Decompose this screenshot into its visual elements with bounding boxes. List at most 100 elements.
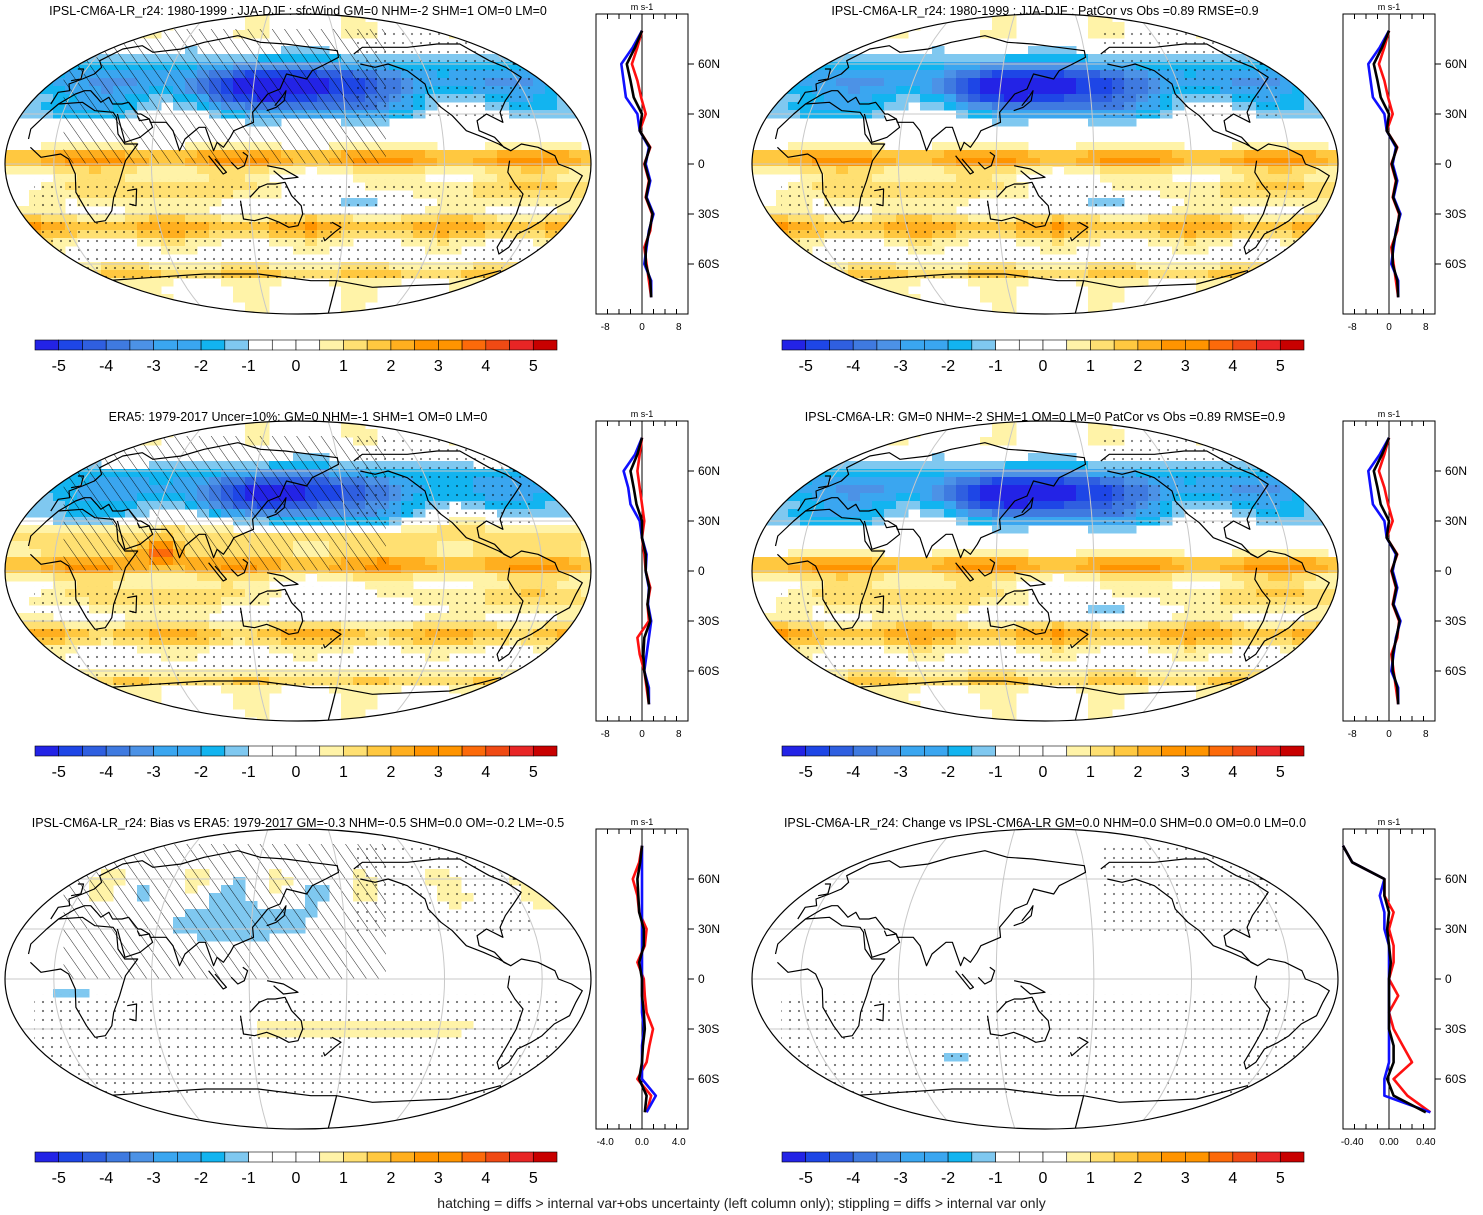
field-cell [776,645,789,654]
field-cell [29,685,42,694]
field-cell [896,461,909,470]
field-cell [1328,597,1338,606]
profile-lat-label: 60N [1445,57,1467,71]
field-cell [1220,557,1233,566]
field-cell [752,102,765,111]
field-cell [557,709,570,718]
field-cell [752,637,765,646]
field-cell [992,573,1005,582]
colorbar-box [900,339,925,351]
field-cell [53,102,66,111]
field-cell [848,150,861,159]
field-cell [932,501,945,510]
field-cell [569,286,582,295]
field-cell [353,693,366,702]
field-cell [1076,102,1089,111]
field-cell [1004,421,1017,430]
field-cell [1328,102,1338,111]
field-cell [788,429,801,438]
field-cell [161,310,174,314]
field-cell [812,709,825,718]
colorbar-tick-label: 4 [481,358,490,375]
field-cell [581,613,591,622]
field-cell [17,693,30,702]
field-cell [545,509,558,518]
field-cell [872,54,885,63]
field-cell [29,286,42,295]
field-cell [1292,62,1305,71]
field-cell [1304,509,1317,518]
field-cell [545,461,558,470]
field-cell [41,469,54,478]
field-cell [137,701,150,710]
field-cell [233,693,246,702]
field-cell [389,174,402,183]
field-cell [437,549,450,558]
field-cell [1292,54,1305,63]
field-cell [800,294,813,303]
field-cell [581,541,591,550]
field-cell [1076,78,1089,87]
field-cell [1268,142,1281,151]
field-cell [848,174,861,183]
field-cell [17,70,30,79]
field-cell [824,549,837,558]
field-cell [425,310,438,314]
field-cell [1004,302,1017,311]
coastline-sumatra [955,155,974,175]
field-cell [1004,549,1017,558]
field-cell [557,270,570,279]
field-cell [1148,557,1161,566]
field-cell [77,717,90,721]
field-cell [581,437,591,446]
field-cell [533,557,546,566]
field-cell [1028,493,1041,502]
field-cell [920,150,933,159]
field-cell [533,62,546,71]
field-cell [29,653,42,662]
field-cell [896,437,909,446]
colorbar-tick-label: 3 [434,358,443,375]
field-cell [5,166,18,175]
field-cell [1328,693,1338,702]
field-cell [41,142,54,151]
field-cell [956,493,969,502]
field-cell [101,174,114,183]
field-cell [860,461,873,470]
field-cell [1316,461,1329,470]
field-cell [1148,565,1161,574]
field-cell [896,493,909,502]
field-cell [1064,94,1077,103]
field-cell [389,533,402,542]
field-cell [1004,286,1017,295]
field-cell [569,94,582,103]
field-cell [1028,469,1041,478]
field-cell [437,158,450,167]
field-cell [197,166,210,175]
field-cell [1100,581,1113,590]
field-cell [1268,549,1281,558]
field-cell [1280,174,1293,183]
field-cell [860,54,873,63]
coastline-europe-asia [50,35,340,152]
field-cell [557,102,570,111]
field-cell [872,86,885,95]
field-cell [992,86,1005,95]
field-cell [341,22,354,31]
field-cell [992,294,1005,303]
field-cell [41,669,54,678]
field-cell [461,22,474,31]
field-cell [437,533,450,542]
field-cell [581,214,591,223]
field-cell [533,501,546,510]
field-cell [1328,78,1338,87]
field-cell [53,709,66,718]
field-cell [1040,477,1053,486]
field-cell [401,573,414,582]
field-cell [5,230,18,239]
coastline-new-zealand [322,221,342,242]
field-cell [1316,230,1329,239]
field-cell [1256,150,1269,159]
field-cell [908,557,921,566]
field-cell [401,142,414,151]
